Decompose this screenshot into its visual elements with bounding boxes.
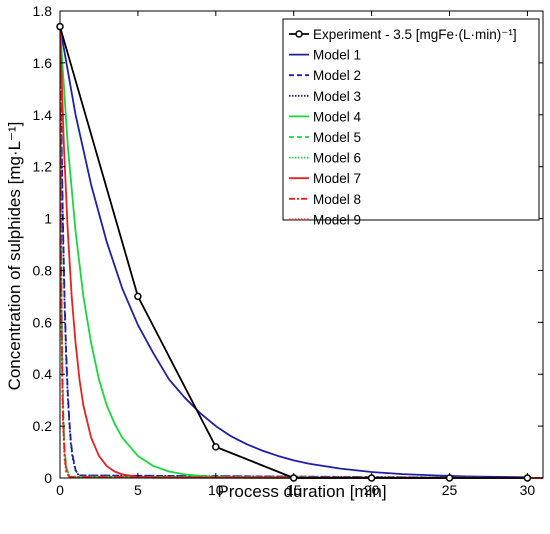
y-axis-label: Concentration of sulphides [mg·L⁻¹] [5,122,24,391]
legend-label: Model 6 [313,151,361,166]
y-tick-label: 1.8 [33,3,53,19]
series-line-model-1 [60,26,528,479]
y-tick-label: 0 [44,470,52,486]
legend-label: Model 1 [313,48,361,63]
data-point-experiment [134,292,142,301]
legend-label: Model 7 [313,171,361,186]
x-tick-label: 0 [56,482,64,498]
plot-area-frame [59,10,544,479]
data-point-experiment [367,474,376,482]
data-point-experiment [212,443,220,451]
legend-label: Model 5 [313,130,361,145]
y-tick-label: 1.6 [33,55,53,71]
axis-layer: 0 5 10 15 20 25 30 0 0.2 0.4 0.6 0.8 1 1.2 1.4 1.6 1.8 [33,3,544,498]
y-tick-label: 0.6 [33,314,53,330]
x-axis-label: Process duration [min] [217,482,386,501]
legend-label: Model 3 [313,89,361,104]
legend-label: Experiment - 3.5 [mgFe·(L·min)⁻¹] [313,27,517,42]
series-line-model-3 [60,26,543,479]
x-tick-label: 10 [208,482,224,498]
data-point-experiment [445,474,454,482]
x-tick-label: 25 [442,482,458,498]
legend-box [282,18,540,221]
legend-marker [295,30,303,38]
legend-label: Model 9 [313,212,361,227]
legend-label: Model 4 [313,109,362,124]
data-point-experiment [56,22,64,31]
y-tick-label: 1.4 [33,107,53,123]
legend-label: Model 8 [313,192,361,207]
series-line-model-7 [60,26,543,479]
legend-label: Model 2 [313,68,361,83]
data-point-experiment [523,474,532,482]
y-tick-label: 1 [44,211,52,227]
x-tick-label: 30 [520,482,536,498]
x-tick-label: 5 [134,482,142,498]
x-tick-label: 15 [286,482,302,498]
y-tick-label: 0.8 [33,262,53,278]
data-point-experiment [289,474,298,482]
x-tick-label: 20 [364,482,380,498]
y-tick-label: 0.2 [33,418,53,434]
y-tick-label: 1.2 [33,159,53,175]
series-line-model-9 [60,26,543,479]
y-tick-label: 0.4 [33,366,53,382]
legend: Experiment - 3.5 [mgFe·(L·min)⁻¹] Model 1… [282,18,540,227]
